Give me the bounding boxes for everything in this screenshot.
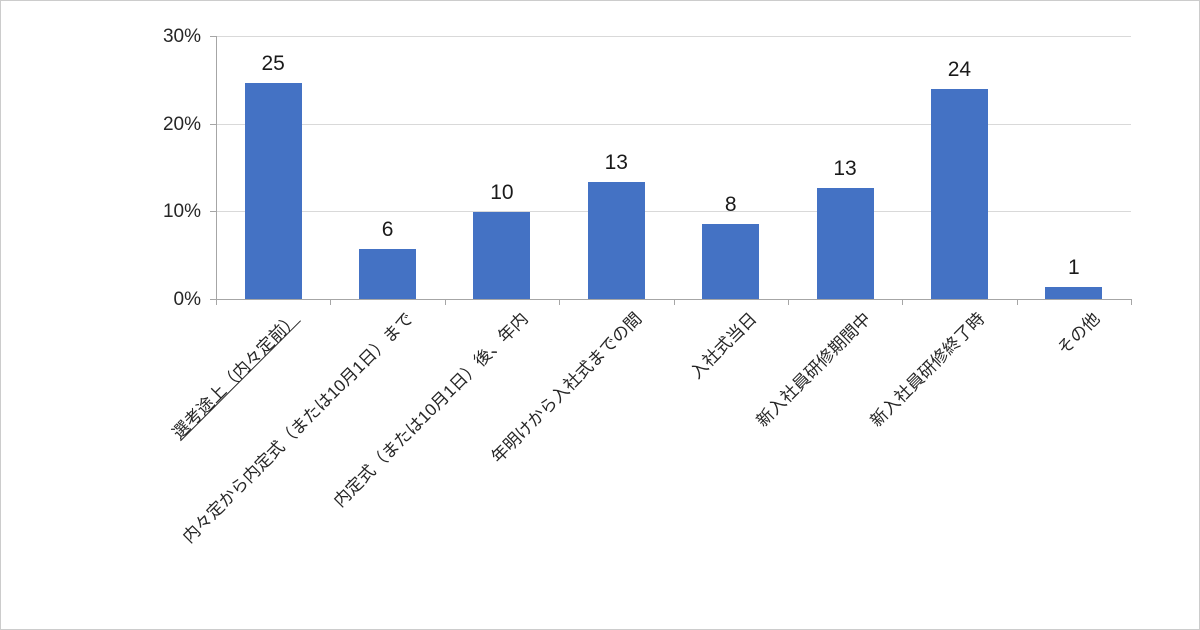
x-axis-label-text: その他: [1053, 309, 1104, 359]
x-axis-tick: [787, 299, 789, 305]
bar: [702, 224, 760, 299]
y-axis-line: [216, 36, 217, 299]
bar: [587, 181, 645, 299]
bar: [930, 88, 988, 299]
x-axis-label-text: 内定式（または10月1日）後、年内: [329, 309, 532, 511]
bar-value-label: 25: [261, 52, 285, 76]
x-axis-tick: [216, 299, 217, 305]
bar-value-label: 13: [833, 156, 857, 180]
y-axis-tick: [210, 123, 216, 125]
x-axis-tick: [1131, 299, 1132, 305]
x-axis-tick: [444, 299, 446, 305]
y-axis-tick: [210, 211, 216, 213]
y-axis-tick-label: 30%: [162, 26, 201, 47]
bar-value-label: 10: [490, 181, 514, 205]
bar: [244, 83, 302, 299]
y-axis-tick: [210, 299, 216, 300]
y-axis-tick-label: 20%: [162, 113, 201, 135]
bar-value-label: 1: [1067, 255, 1080, 279]
bar: [473, 212, 531, 299]
bar: [816, 187, 874, 299]
x-axis-label-text: 入社式当日: [686, 309, 761, 383]
x-axis-label-text: 内々定から内定式（または10月1日）まで: [179, 309, 417, 547]
y-axis-tick-label: 10%: [162, 201, 201, 223]
gridline: [216, 36, 1131, 37]
x-axis-tick: [902, 299, 904, 305]
x-axis-tick: [1016, 299, 1018, 305]
bar-value-label: 6: [381, 218, 394, 242]
y-axis-tick: [210, 36, 216, 37]
gridline: [216, 123, 1131, 125]
bar: [1045, 286, 1103, 299]
gridline: [216, 211, 1131, 213]
bar: [359, 249, 417, 299]
bar-value-label: 13: [604, 150, 628, 174]
x-axis-label-text: 新入社員研修終了時: [867, 309, 989, 431]
x-axis-label-text: 新入社員研修期間中: [752, 309, 875, 431]
x-axis-tick: [330, 299, 332, 305]
x-axis-tick: [673, 299, 675, 305]
x-axis-label-text: 選考途上（内々定前）: [168, 309, 303, 443]
bar-value-label: 8: [724, 193, 737, 217]
x-axis-tick: [559, 299, 561, 305]
bar-value-label: 24: [947, 57, 972, 81]
y-axis-tick-label: 0%: [173, 289, 201, 310]
